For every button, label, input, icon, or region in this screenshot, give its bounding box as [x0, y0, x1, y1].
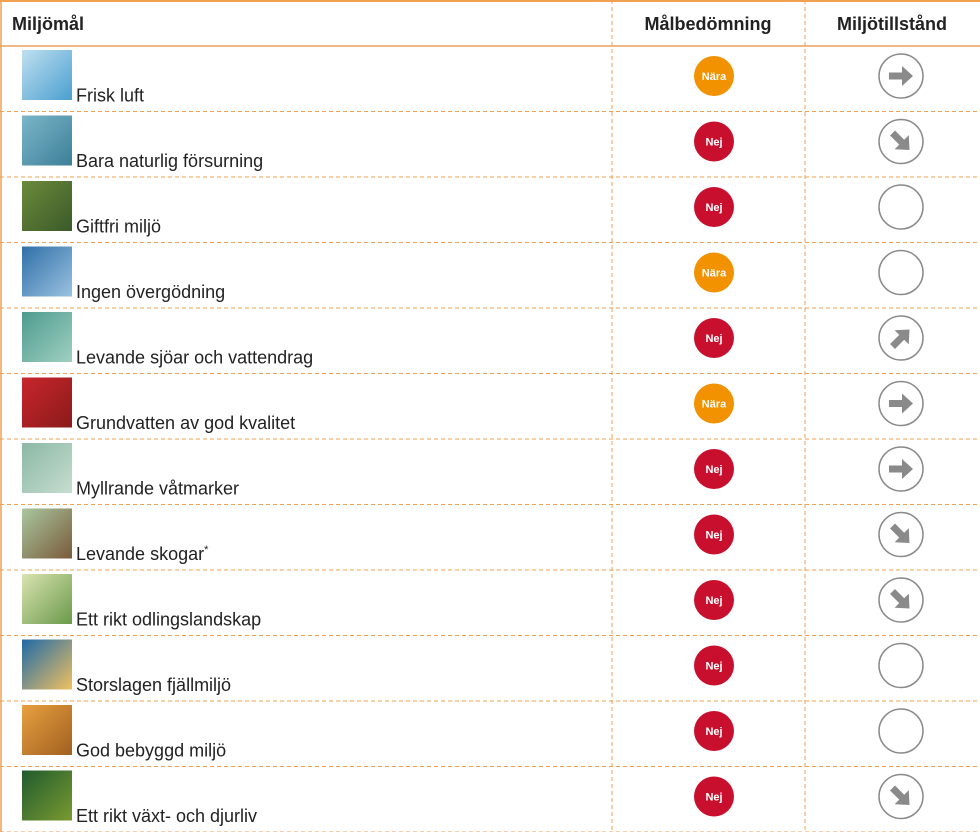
- assessment-label: Nej: [705, 137, 722, 149]
- assessment-label: Nej: [705, 530, 722, 542]
- goal-name: Ingen övergödning: [76, 282, 225, 302]
- goal-icon: [22, 574, 72, 624]
- goal-name: Ett rikt växt- och djurliv: [76, 806, 257, 826]
- goal-name: Giftfri miljö: [76, 217, 161, 237]
- page: Miljömål Målbedömning Miljötillstånd Fri…: [0, 0, 980, 832]
- goal-icon: [22, 640, 72, 690]
- assessment-label: Nej: [705, 595, 722, 607]
- goal-icon: [22, 378, 72, 428]
- header-cell: Målbedömning: [645, 14, 772, 34]
- trend-circle: [879, 251, 923, 295]
- goal-icon: [22, 181, 72, 231]
- goal-icon: [22, 312, 72, 362]
- assessment-label: Nej: [705, 333, 722, 345]
- goal-icon: [22, 705, 72, 755]
- assessment-label: Nej: [705, 202, 722, 214]
- trend-circle: [879, 185, 923, 229]
- goal-icon: [22, 443, 72, 493]
- header-cell: Miljömål: [12, 14, 84, 34]
- trend-circle: [879, 709, 923, 753]
- goal-name: Storslagen fjällmiljö: [76, 675, 231, 695]
- goal-name: Ett rikt odlingslandskap: [76, 610, 261, 630]
- footnote-mark: *: [204, 544, 209, 556]
- goal-icon: [22, 247, 72, 297]
- goals-table: Miljömål Målbedömning Miljötillstånd Fri…: [0, 0, 980, 832]
- goal-icon: [22, 771, 72, 821]
- assessment-label: Nej: [705, 464, 722, 476]
- assessment-label: Nära: [702, 268, 727, 280]
- assessment-label: Nära: [702, 71, 727, 83]
- assessment-label: Nära: [702, 399, 727, 411]
- assessment-label: Nej: [705, 792, 722, 804]
- goal-name: Bara naturlig försurning: [76, 151, 263, 171]
- header-bg: [0, 0, 980, 46]
- goal-name: Frisk luft: [76, 86, 144, 106]
- goal-icon: [22, 116, 72, 166]
- goal-icon: [22, 50, 72, 100]
- goal-name: Grundvatten av god kvalitet: [76, 413, 295, 433]
- trend-circle: [879, 644, 923, 688]
- goal-name: God bebyggd miljö: [76, 741, 226, 761]
- header-cell: Miljötillstånd: [837, 14, 947, 34]
- goal-name: Levande sjöar och vattendrag: [76, 348, 313, 368]
- goal-name: Myllrande våtmarker: [76, 479, 239, 499]
- assessment-label: Nej: [705, 661, 722, 673]
- assessment-label: Nej: [705, 726, 722, 738]
- goal-icon: [22, 509, 72, 559]
- goal-name: Levande skogar*: [76, 544, 209, 564]
